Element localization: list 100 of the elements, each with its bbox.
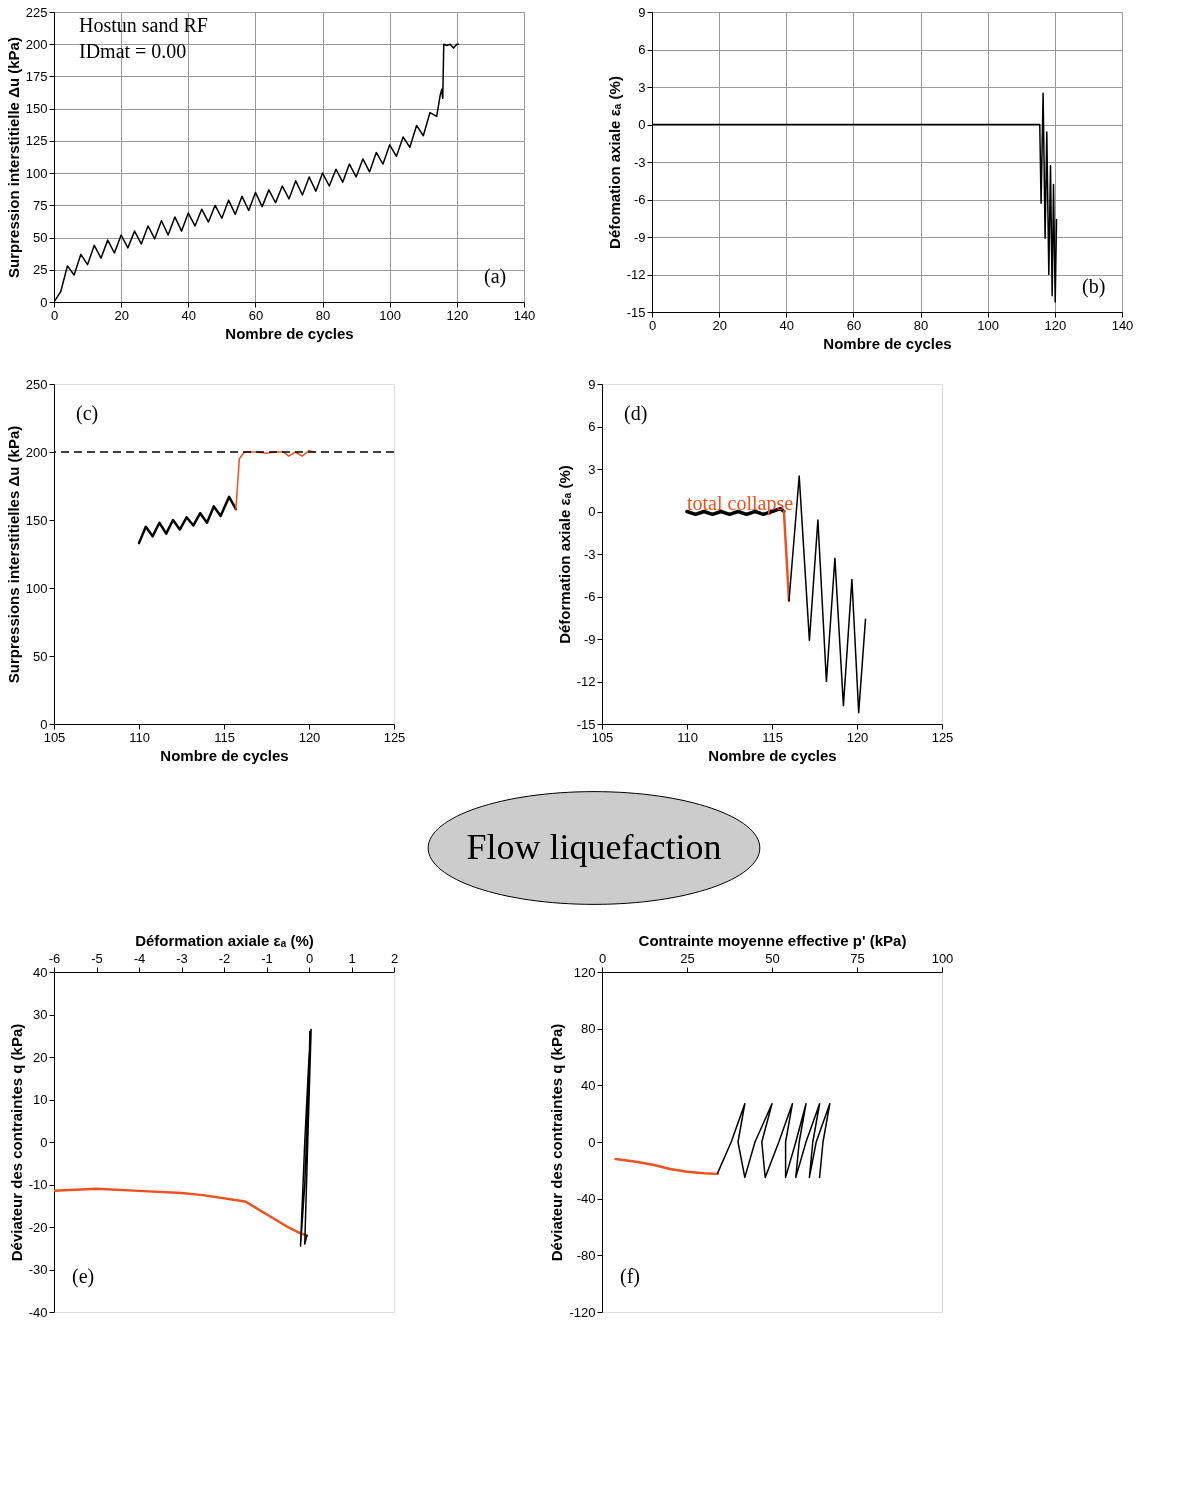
- y-tick-label: 50: [33, 230, 48, 246]
- y-tick-label: 0: [40, 1134, 48, 1150]
- y-tick-label: 25: [33, 262, 48, 278]
- x-tick-label: 100: [931, 950, 954, 966]
- x-tick-label: 0: [648, 317, 657, 333]
- x-tick-label: -4: [133, 950, 146, 966]
- x-tick-label: -3: [176, 950, 188, 966]
- annotation: Hostun sand RF: [79, 14, 208, 36]
- x-tick-label: 80: [913, 317, 929, 333]
- y-tick-label: 100: [25, 580, 48, 596]
- x-tick-label: 50: [765, 950, 780, 966]
- x-axis-title: Nombre de cycles: [823, 334, 952, 352]
- y-tick-label: 20: [33, 1049, 48, 1065]
- x-tick-label: 120: [1044, 317, 1067, 333]
- x-tick-label: 0: [305, 950, 314, 966]
- y-tick-label: 120: [573, 964, 596, 980]
- x-tick-label: 100: [977, 317, 1000, 333]
- x-tick-label: 105: [43, 729, 66, 745]
- y-tick-label: -6: [633, 192, 646, 207]
- x-tick-label: 140: [513, 307, 536, 323]
- y-tick-label: 3: [638, 79, 646, 95]
- y-tick-label: -15: [626, 304, 646, 320]
- y-tick-label: 200: [25, 444, 48, 460]
- x-axis-title: Nombre de cycles: [160, 746, 289, 764]
- x-tick-label: 0: [598, 950, 607, 966]
- y-tick-label: 40: [581, 1077, 596, 1093]
- y-tick-label: 225: [25, 4, 48, 20]
- y-tick-label: 0: [588, 504, 596, 519]
- y-tick-label: -12: [626, 267, 646, 282]
- x-tick-label: 2: [390, 950, 399, 966]
- y-tick-label: -15: [576, 716, 596, 732]
- y-axis-title: Défomation axiale εₐ (%): [605, 76, 623, 249]
- y-tick-label: 0: [40, 716, 48, 732]
- y-tick-label: 100: [25, 165, 48, 181]
- x-tick-label: 60: [248, 307, 264, 323]
- y-tick-label: 75: [33, 197, 48, 213]
- y-tick-label: 30: [33, 1007, 48, 1022]
- y-tick-label: 0: [40, 294, 48, 310]
- line-series: [137, 495, 238, 545]
- x-tick-label: 125: [931, 729, 954, 745]
- x-axis-title: Déformation axiale εₐ (%): [135, 931, 314, 949]
- y-tick-label: -3: [633, 154, 646, 170]
- y-tick-label: 40: [33, 964, 48, 980]
- y-tick-label: 10: [33, 1092, 48, 1107]
- y-tick-label: -12: [576, 674, 596, 689]
- y-tick-label: 50: [33, 648, 48, 664]
- x-axis-title: Contrainte moyenne effective p' (kPa): [638, 931, 907, 949]
- line-series: [716, 1103, 831, 1179]
- y-tick-label: 0: [638, 117, 646, 132]
- x-tick-label: 20: [114, 307, 129, 323]
- x-tick-label: 120: [298, 729, 321, 745]
- y-axis-title: Déviateur des contraintes q (kPa): [7, 1023, 25, 1262]
- y-tick-label: -3: [583, 546, 596, 562]
- y-tick-label: -9: [633, 229, 646, 245]
- x-tick-label: 80: [315, 307, 331, 323]
- text: Flow liquefaction: [466, 827, 722, 867]
- x-tick-label: 120: [846, 729, 869, 745]
- x-tick-label: 120: [446, 307, 469, 323]
- annotation: (c): [76, 402, 99, 425]
- y-tick-label: -9: [583, 631, 596, 647]
- y-tick-label: 250: [25, 376, 48, 392]
- x-tick-label: 1: [348, 950, 356, 966]
- x-tick-label: 115: [214, 729, 235, 745]
- annotation: (b): [1082, 275, 1106, 298]
- y-tick-label: 200: [25, 36, 48, 52]
- line-series: [299, 1028, 312, 1247]
- x-tick-label: 140: [1111, 317, 1134, 333]
- x-tick-label: 0: [50, 307, 59, 323]
- annotation: IDmat = 0.00: [79, 40, 187, 62]
- x-tick-label: 75: [850, 950, 865, 966]
- x-tick-label: 110: [677, 729, 698, 745]
- y-tick-label: -20: [28, 1219, 48, 1235]
- y-tick-label: 3: [588, 461, 596, 477]
- y-tick-label: 9: [588, 376, 596, 392]
- y-tick-label: 175: [25, 68, 48, 84]
- x-tick-label: 125: [383, 729, 406, 745]
- annotation: (a): [484, 265, 507, 288]
- annotation: (e): [72, 1265, 95, 1288]
- x-tick-label: 105: [591, 729, 614, 745]
- y-tick-label: -40: [28, 1304, 48, 1320]
- y-tick-label: 150: [25, 101, 48, 117]
- x-tick-label: 20: [712, 317, 727, 333]
- x-axis-title: Nombre de cycles: [708, 746, 837, 764]
- x-tick-label: 40: [181, 307, 197, 323]
- y-tick-label: 80: [581, 1021, 596, 1037]
- x-tick-label: -2: [218, 950, 231, 966]
- x-tick-label: 40: [779, 317, 795, 333]
- annotation: total collapse: [687, 492, 794, 515]
- annotation: (f): [620, 1265, 640, 1288]
- y-tick-label: 150: [25, 512, 48, 528]
- x-tick-label: 115: [762, 729, 783, 745]
- x-tick-label: -5: [91, 950, 103, 966]
- x-axis-title: Nombre de cycles: [225, 324, 354, 342]
- y-tick-label: 9: [638, 4, 646, 20]
- x-tick-label: -1: [261, 950, 273, 966]
- line-series: [614, 1157, 719, 1176]
- y-axis-title: Déviateur des contraintes q (kPa): [548, 1023, 566, 1262]
- annotation: (d): [624, 402, 648, 425]
- y-tick-label: -80: [576, 1247, 596, 1263]
- x-tick-label: 60: [846, 317, 862, 333]
